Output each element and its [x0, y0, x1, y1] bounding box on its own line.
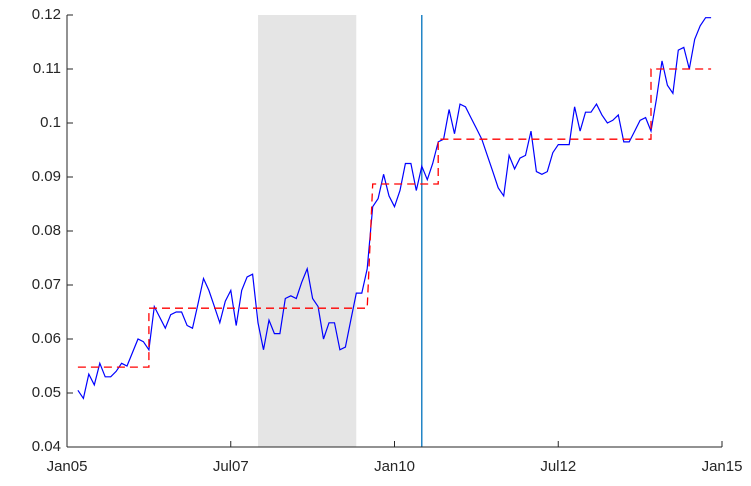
y-tick-label: 0.11 — [33, 60, 61, 77]
x-tick-label: Jan05 — [47, 458, 88, 475]
y-tick-label: 0.08 — [32, 222, 61, 239]
data-line — [77, 68, 712, 368]
x-tick-label: Jan15 — [702, 458, 743, 475]
y-tick-label: 0.05 — [32, 384, 61, 401]
shaded-region — [258, 15, 357, 447]
y-tick-label: 0.07 — [32, 276, 61, 293]
y-tick-label: 0.12 — [32, 6, 61, 23]
y-tick-label: 0.09 — [32, 168, 61, 185]
x-tick-label: Jul07 — [213, 458, 249, 475]
y-tick-label: 0.06 — [32, 330, 61, 347]
y-tick-label: 0.1 — [40, 114, 61, 131]
x-tick-label: Jan10 — [374, 458, 415, 475]
data-line — [77, 17, 712, 400]
y-tick-label: 0.04 — [32, 438, 61, 455]
x-tick-label: Jul12 — [540, 458, 576, 475]
